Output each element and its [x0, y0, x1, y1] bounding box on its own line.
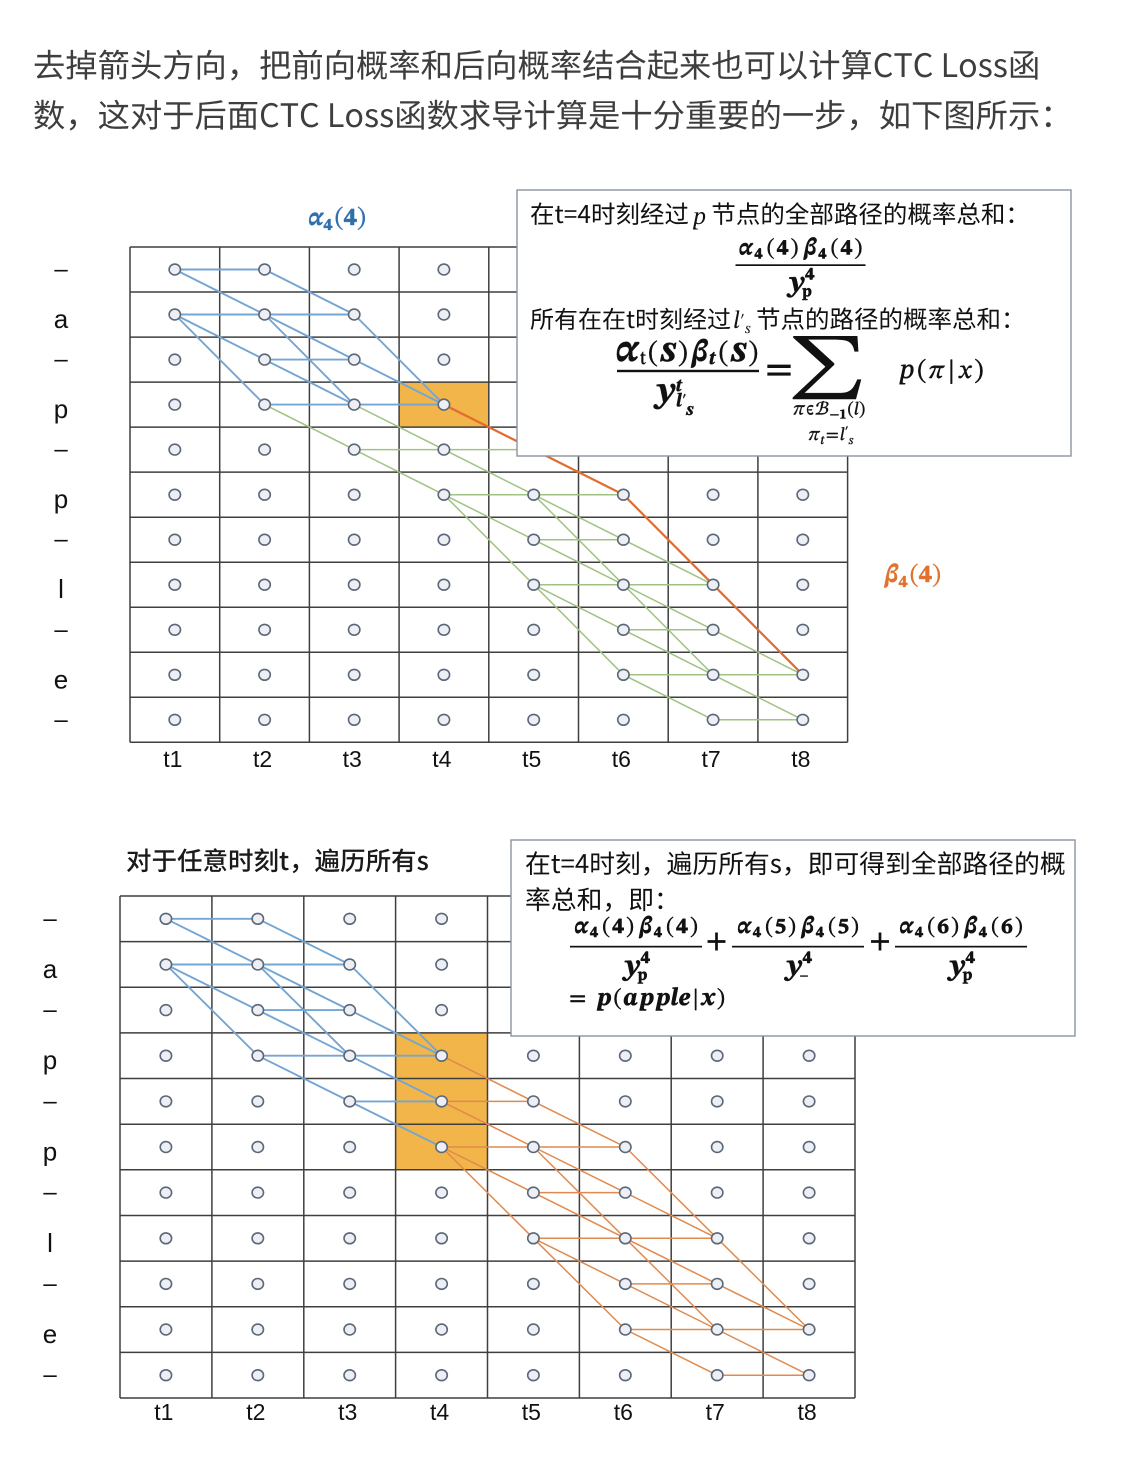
svg-text:t8: t8: [798, 1399, 817, 1425]
svg-text:t5: t5: [522, 746, 541, 772]
svg-text:t7: t7: [706, 1399, 725, 1425]
svg-text:–: –: [54, 526, 68, 553]
svg-text:–: –: [43, 1088, 57, 1115]
svg-text:t8: t8: [791, 746, 810, 772]
svg-text:–: –: [43, 1179, 57, 1206]
svg-text:–: –: [43, 1270, 57, 1297]
svg-text:–: –: [54, 616, 68, 643]
svg-text:–: –: [43, 997, 57, 1024]
svg-text:t4: t4: [432, 746, 451, 772]
svg-text:l: l: [58, 574, 64, 604]
svg-text:t2: t2: [246, 1399, 265, 1425]
svg-text:t6: t6: [612, 746, 631, 772]
svg-text:p: p: [43, 1045, 57, 1075]
svg-text:e: e: [54, 664, 68, 694]
svg-text:t6: t6: [614, 1399, 633, 1425]
svg-text:t1: t1: [163, 746, 182, 772]
svg-text:–: –: [54, 436, 68, 463]
svg-text:p: p: [43, 1137, 57, 1167]
svg-text:t7: t7: [702, 746, 721, 772]
svg-text:a: a: [54, 304, 69, 334]
svg-text:a: a: [43, 954, 58, 984]
svg-text:e: e: [43, 1319, 57, 1349]
svg-text:–: –: [43, 1362, 57, 1389]
svg-text:l: l: [47, 1228, 53, 1258]
svg-text:p: p: [54, 484, 68, 514]
svg-text:t3: t3: [343, 746, 362, 772]
svg-text:t4: t4: [430, 1399, 449, 1425]
svg-text:–: –: [54, 346, 68, 373]
svg-text:t2: t2: [253, 746, 272, 772]
svg-text:t3: t3: [338, 1399, 357, 1425]
svg-text:t5: t5: [522, 1399, 541, 1425]
svg-text:p: p: [54, 394, 68, 424]
svg-text:–: –: [54, 706, 68, 733]
svg-text:–: –: [43, 905, 57, 932]
svg-text:–: –: [54, 256, 68, 283]
svg-text:t1: t1: [154, 1399, 173, 1425]
